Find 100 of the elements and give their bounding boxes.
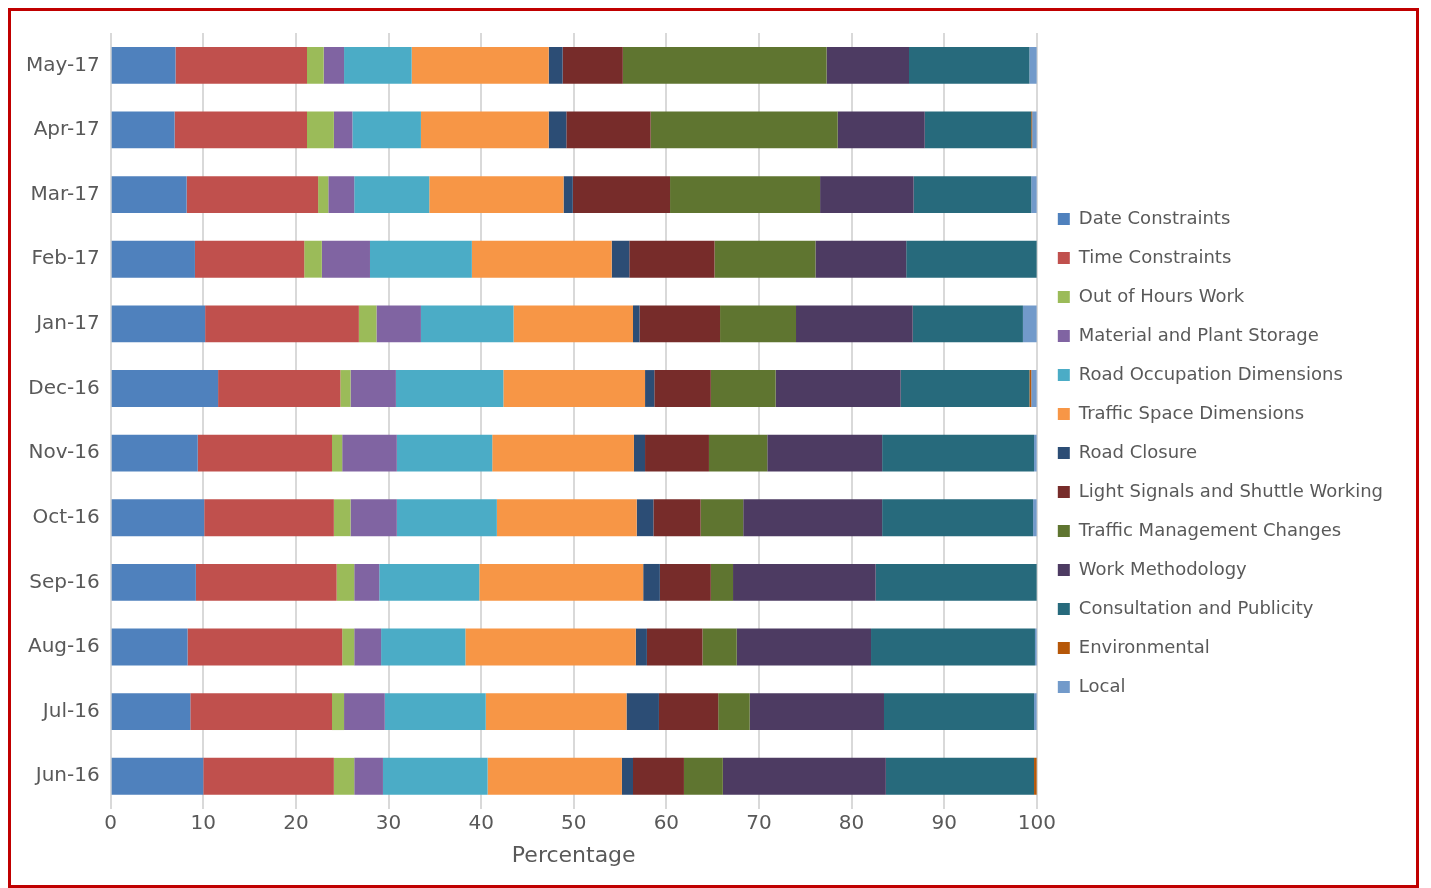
bar	[646, 628, 703, 666]
legend-label: Road Occupation Dimensions	[1078, 362, 1343, 384]
x-axis-title: Percentage	[511, 841, 636, 867]
legend-label: Local	[1078, 674, 1126, 696]
y-tick-label: Jul-16	[40, 697, 100, 722]
legend-label: Out of Hours Work	[1078, 284, 1245, 306]
bar	[1029, 46, 1037, 84]
bar	[111, 176, 187, 213]
bar	[1022, 305, 1037, 343]
bar	[332, 693, 345, 731]
bar	[195, 563, 337, 601]
bar	[875, 563, 1037, 601]
bar	[913, 176, 1032, 213]
bar	[358, 305, 377, 343]
bar	[826, 46, 909, 84]
bar	[492, 434, 634, 472]
bar	[205, 305, 359, 343]
bar	[633, 434, 646, 472]
bar	[218, 370, 341, 407]
bar	[190, 693, 333, 731]
bar	[304, 240, 322, 278]
bar	[111, 757, 204, 795]
bar	[465, 628, 636, 666]
bar	[659, 563, 711, 601]
bar	[307, 111, 334, 149]
y-tick-label: Jun-16	[33, 762, 100, 787]
bar	[186, 176, 319, 213]
bar	[332, 434, 343, 472]
bar	[633, 305, 640, 343]
bar	[718, 693, 750, 731]
bar	[321, 240, 370, 278]
bar	[344, 46, 412, 84]
bar	[381, 628, 466, 666]
bar	[111, 499, 205, 537]
bar	[204, 499, 334, 537]
x-tick-label: 0	[104, 809, 118, 834]
bar	[562, 46, 623, 84]
bar	[636, 499, 654, 537]
bar	[722, 757, 886, 795]
bar	[111, 46, 176, 84]
bar	[513, 305, 634, 343]
bar	[376, 305, 421, 343]
bar	[700, 499, 744, 537]
bar	[333, 757, 355, 795]
bar	[837, 111, 925, 149]
bar	[111, 434, 198, 472]
bar	[653, 499, 701, 537]
bar	[796, 305, 913, 343]
bar	[710, 370, 776, 407]
page-frame: Percentage Date Constraints Time Constraints Out of Hours Work Material and Plant Storage Road Occupation Dimensions Traffic Space Dimensions Road Closure Light Signals and Shuttle Working Traffic Management Changes Work Methodology Consultation and Publicity Environmental Local 0 10 20 30 40 50 60 70 80 90 100 May-17 Apr-17 Mar-17 Feb-17 Jan-17 Dec-16 Nov-16 Oct-16 Sep-16 Aug-16 Jul-16 Jun-16	[8, 8, 1419, 888]
bar	[900, 370, 1030, 407]
bar	[650, 111, 838, 149]
bar	[344, 693, 385, 731]
bar	[352, 111, 421, 149]
bar	[429, 176, 564, 213]
y-tick-label: Dec-16	[28, 374, 100, 399]
legend-label: Consultation and Publicity	[1078, 596, 1314, 618]
bar	[639, 305, 721, 343]
bar	[503, 370, 646, 407]
bar	[611, 240, 630, 278]
bar	[384, 693, 486, 731]
bar	[733, 563, 876, 601]
bar	[622, 46, 827, 84]
x-tick-label: 50	[561, 809, 587, 834]
bar	[743, 499, 883, 537]
y-tick-label: Apr-17	[33, 116, 100, 141]
legend-label: Work Methodology	[1078, 557, 1248, 579]
x-tick-label: 20	[283, 809, 309, 834]
x-tick-label: 60	[653, 809, 680, 834]
bar	[111, 305, 206, 343]
bar	[912, 305, 1023, 343]
legend-label: Time Constraints	[1077, 245, 1232, 267]
x-tick-label: 90	[931, 809, 957, 834]
bar	[626, 693, 659, 731]
legend-label: Road Closure	[1078, 440, 1198, 462]
bar	[924, 111, 1032, 149]
bar	[815, 240, 907, 278]
legend-label: Environmental	[1078, 635, 1210, 657]
bar	[420, 111, 549, 149]
bar	[906, 240, 1037, 278]
bar	[111, 111, 175, 149]
bar	[1031, 370, 1037, 407]
bar	[307, 46, 324, 84]
bar	[485, 693, 627, 731]
y-tick-label: Mar-17	[30, 180, 100, 205]
bar	[775, 370, 901, 407]
bar	[111, 563, 196, 601]
bar	[736, 628, 872, 666]
bar	[487, 757, 622, 795]
y-tick-label: Aug-16	[27, 633, 100, 658]
bar	[395, 370, 504, 407]
bar	[342, 628, 355, 666]
y-tick-label: Oct-16	[32, 503, 100, 528]
bar	[471, 240, 612, 278]
bar	[175, 46, 308, 84]
x-tick-label: 40	[468, 809, 494, 834]
bar	[111, 240, 195, 278]
legend-label: Traffic Space Dimensions	[1077, 401, 1305, 423]
bar	[187, 628, 343, 666]
bar	[369, 240, 472, 278]
